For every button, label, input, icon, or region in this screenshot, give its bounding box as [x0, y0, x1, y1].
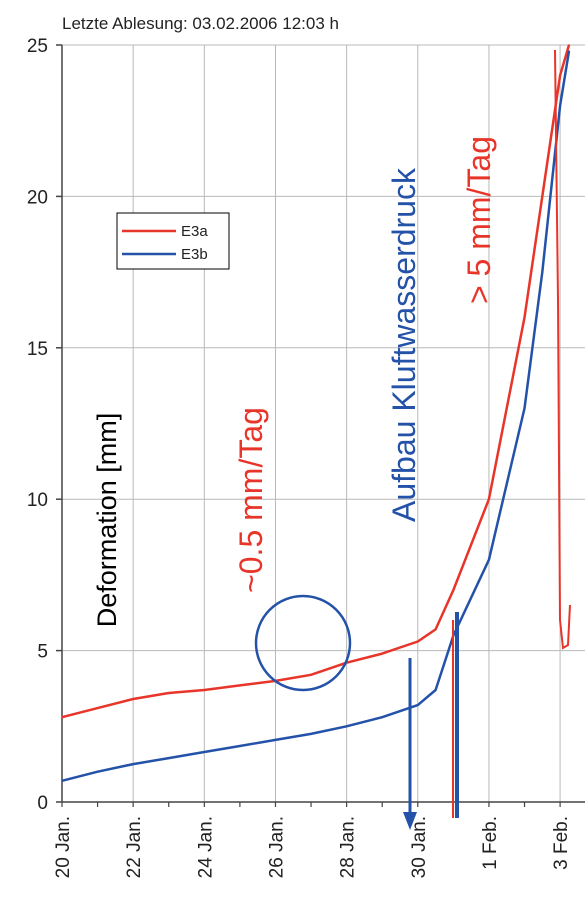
x-tick-label: 3 Feb.: [551, 816, 572, 870]
series-point-e3b: [61, 780, 63, 782]
x-tick-label: 30 Jan.: [409, 816, 430, 878]
y-axis-ticks: 0 5 10 15 20 25: [27, 36, 62, 814]
x-tick-label: 24 Jan.: [195, 816, 216, 878]
series-point-e3a: [523, 316, 526, 319]
y-tick-label: 0: [37, 793, 48, 814]
series-point-e3b: [132, 763, 134, 765]
series-point-e3b: [274, 739, 277, 741]
series-point-e3b: [345, 725, 348, 728]
series-point-e3b: [239, 745, 241, 747]
series-point-e3b: [559, 104, 561, 107]
series-point-e3b: [310, 733, 312, 735]
chart-grid: [61, 44, 585, 802]
series-point-e3a: [488, 498, 490, 501]
arrow-head: [403, 812, 417, 830]
highlight-circle: [254, 594, 352, 692]
legend: E3a E3b: [116, 212, 230, 270]
plot-frame: [61, 45, 585, 803]
y-tick-label: 20: [27, 187, 48, 208]
overlay-markers: [254, 49, 571, 830]
x-tick-label: 20 Jan.: [53, 816, 74, 878]
series-point-e3b: [541, 271, 544, 273]
y-tick-label: 25: [27, 36, 48, 57]
series-point-e3a: [452, 589, 455, 591]
y-axis-label: Deformation [mm]: [92, 413, 122, 628]
series-point-e3a: [132, 698, 134, 700]
series-point-e3b: [505, 483, 508, 485]
series-point-e3a: [167, 692, 170, 694]
x-tick-label: 26 Jan.: [266, 816, 287, 878]
series-point-e3b: [167, 757, 170, 759]
annotation-aufbau: Aufbau Kluftwasserdruck: [386, 167, 422, 522]
y-tick-label: 15: [27, 339, 48, 360]
series-point-e3a: [310, 674, 312, 676]
y-tick-label: 5: [37, 642, 48, 663]
chart-title: Letzte Ablesung: 03.02.2006 12:03 h: [62, 14, 339, 33]
annotation-rate-low: ~0.5 mm/Tag: [233, 407, 269, 593]
e3a-reset-trace: [554, 49, 571, 650]
series-point-e3a: [239, 684, 241, 687]
y-tick-label: 10: [27, 490, 48, 511]
x-tick-label: 1 Feb.: [480, 816, 501, 870]
series-point-e3b: [203, 751, 206, 753]
series-point-e3b: [523, 407, 526, 410]
series-point-e3a: [61, 716, 63, 719]
series-layer: [61, 44, 571, 783]
series-point-e3a: [505, 407, 508, 410]
series-point-e3b: [568, 50, 570, 52]
annotation-rate-high: > 5 mm/Tag: [461, 136, 497, 304]
x-axis-ticks: 20 Jan. 22 Jan. 24 Jan. 26 Jan. 28 Jan. 30 Ja…: [53, 802, 572, 878]
x-tick-label: 22 Jan.: [124, 816, 145, 878]
series-point-e3a: [96, 707, 99, 709]
series-point-e3a: [203, 689, 206, 691]
series-point-e3b: [488, 558, 490, 561]
series-point-e3b: [381, 716, 384, 719]
series-point-e3a: [568, 44, 570, 46]
series-point-e3b: [96, 770, 99, 773]
x-tick-label: 28 Jan.: [338, 816, 359, 878]
series-point-e3a: [541, 195, 544, 198]
legend-label-e3b: E3b: [181, 246, 208, 263]
legend-label-e3a: E3a: [181, 223, 208, 240]
series-point-e3b: [434, 689, 437, 691]
series-point-e3a: [381, 652, 384, 655]
series-point-e3a: [434, 628, 437, 631]
legend-box: [116, 212, 230, 270]
series-point-e3a: [559, 74, 561, 77]
series-point-e3b: [416, 704, 419, 706]
series-point-e3a: [416, 640, 419, 643]
